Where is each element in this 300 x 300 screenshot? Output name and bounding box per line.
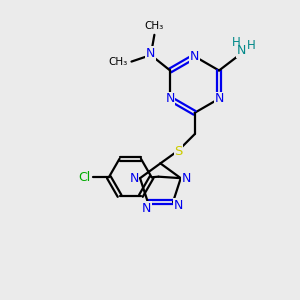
Text: Cl: Cl	[79, 171, 91, 184]
Text: N: N	[214, 92, 224, 105]
Text: N: N	[165, 92, 175, 105]
Text: H: H	[232, 36, 240, 50]
Text: CH₃: CH₃	[145, 21, 164, 31]
Text: N: N	[129, 172, 139, 185]
Text: CH₃: CH₃	[109, 57, 128, 67]
Text: S: S	[174, 145, 183, 158]
Text: N: N	[182, 172, 191, 185]
Text: N: N	[142, 202, 151, 214]
Text: H: H	[247, 39, 255, 52]
Text: N: N	[174, 199, 183, 212]
Text: N: N	[146, 47, 155, 60]
Text: N: N	[236, 44, 246, 57]
Text: N: N	[190, 50, 199, 63]
